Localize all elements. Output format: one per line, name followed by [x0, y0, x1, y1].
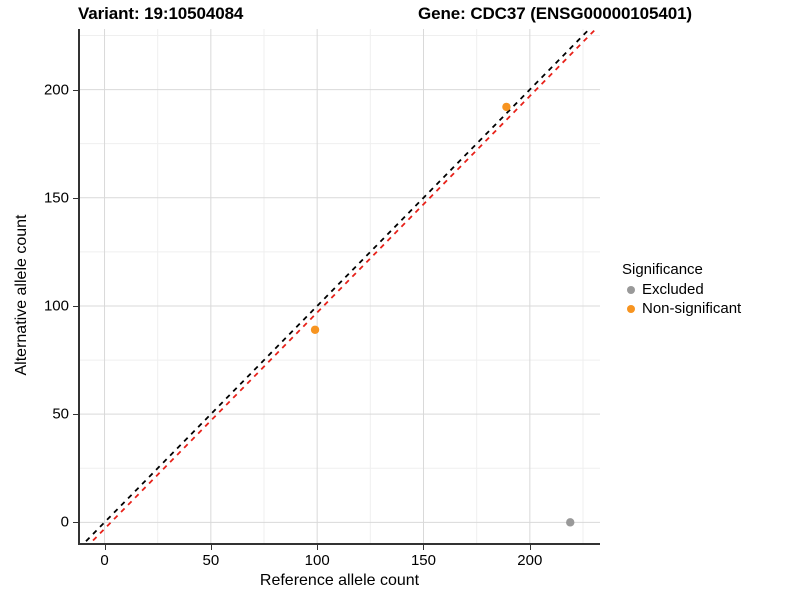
- legend-dot-icon: [626, 285, 635, 294]
- x-tick-mark: [423, 545, 425, 550]
- legend-item-label: Excluded: [642, 281, 704, 298]
- x-axis-title: Reference allele count: [259, 572, 420, 589]
- legend-dot-icon: [626, 304, 635, 313]
- legend-item-label: Non-significant: [642, 300, 742, 317]
- data-point[interactable]: [310, 325, 320, 334]
- x-axis-line: [78, 543, 600, 545]
- y-tick-mark: [73, 305, 78, 307]
- plot-panel: [79, 29, 600, 544]
- fit-line: [88, 29, 598, 544]
- x-tick-mark: [317, 545, 319, 550]
- x-tick-label: 0: [100, 552, 109, 569]
- y-tick-label: 0: [60, 513, 69, 531]
- data-point[interactable]: [566, 518, 575, 527]
- y-tick-mark: [73, 522, 78, 524]
- plot-canvas: [79, 29, 600, 544]
- x-tick-label: 150: [410, 552, 436, 569]
- identity-line: [81, 29, 591, 544]
- legend-items: Excluded Non-significant: [622, 280, 797, 318]
- x-tick-mark: [529, 545, 531, 550]
- y-axis-line: [78, 29, 80, 545]
- x-tick-mark: [104, 545, 106, 550]
- plot-title-row: Variant: 19:10504084 Gene: CDC37 (ENSG00…: [78, 2, 698, 26]
- legend-title: Significance: [622, 261, 703, 278]
- x-tick-label: 200: [517, 552, 543, 569]
- x-tick-label: 100: [304, 552, 330, 569]
- y-tick-label: 50: [52, 405, 69, 423]
- x-tick-mark: [210, 545, 212, 550]
- y-tick-label: 200: [43, 81, 69, 99]
- y-tick-label: 100: [43, 297, 69, 315]
- y-tick-label: 150: [43, 189, 69, 207]
- y-tick-mark: [73, 414, 78, 416]
- x-tick-label: 50: [202, 552, 220, 569]
- gene-title: Gene: CDC37 (ENSG00000105401): [418, 4, 692, 23]
- data-point[interactable]: [502, 102, 511, 112]
- legend-item[interactable]: Excluded: [622, 280, 797, 299]
- y-axis-title: Alternative allele count: [13, 214, 30, 376]
- variant-title: Variant: 19:10504084: [78, 4, 244, 23]
- legend-key-icon: [622, 281, 639, 298]
- legend-item[interactable]: Non-significant: [622, 299, 797, 318]
- legend: Significance Excluded Non-significant: [622, 261, 797, 318]
- y-tick-mark: [73, 197, 78, 199]
- legend-key-icon: [622, 300, 639, 317]
- y-tick-mark: [73, 89, 78, 91]
